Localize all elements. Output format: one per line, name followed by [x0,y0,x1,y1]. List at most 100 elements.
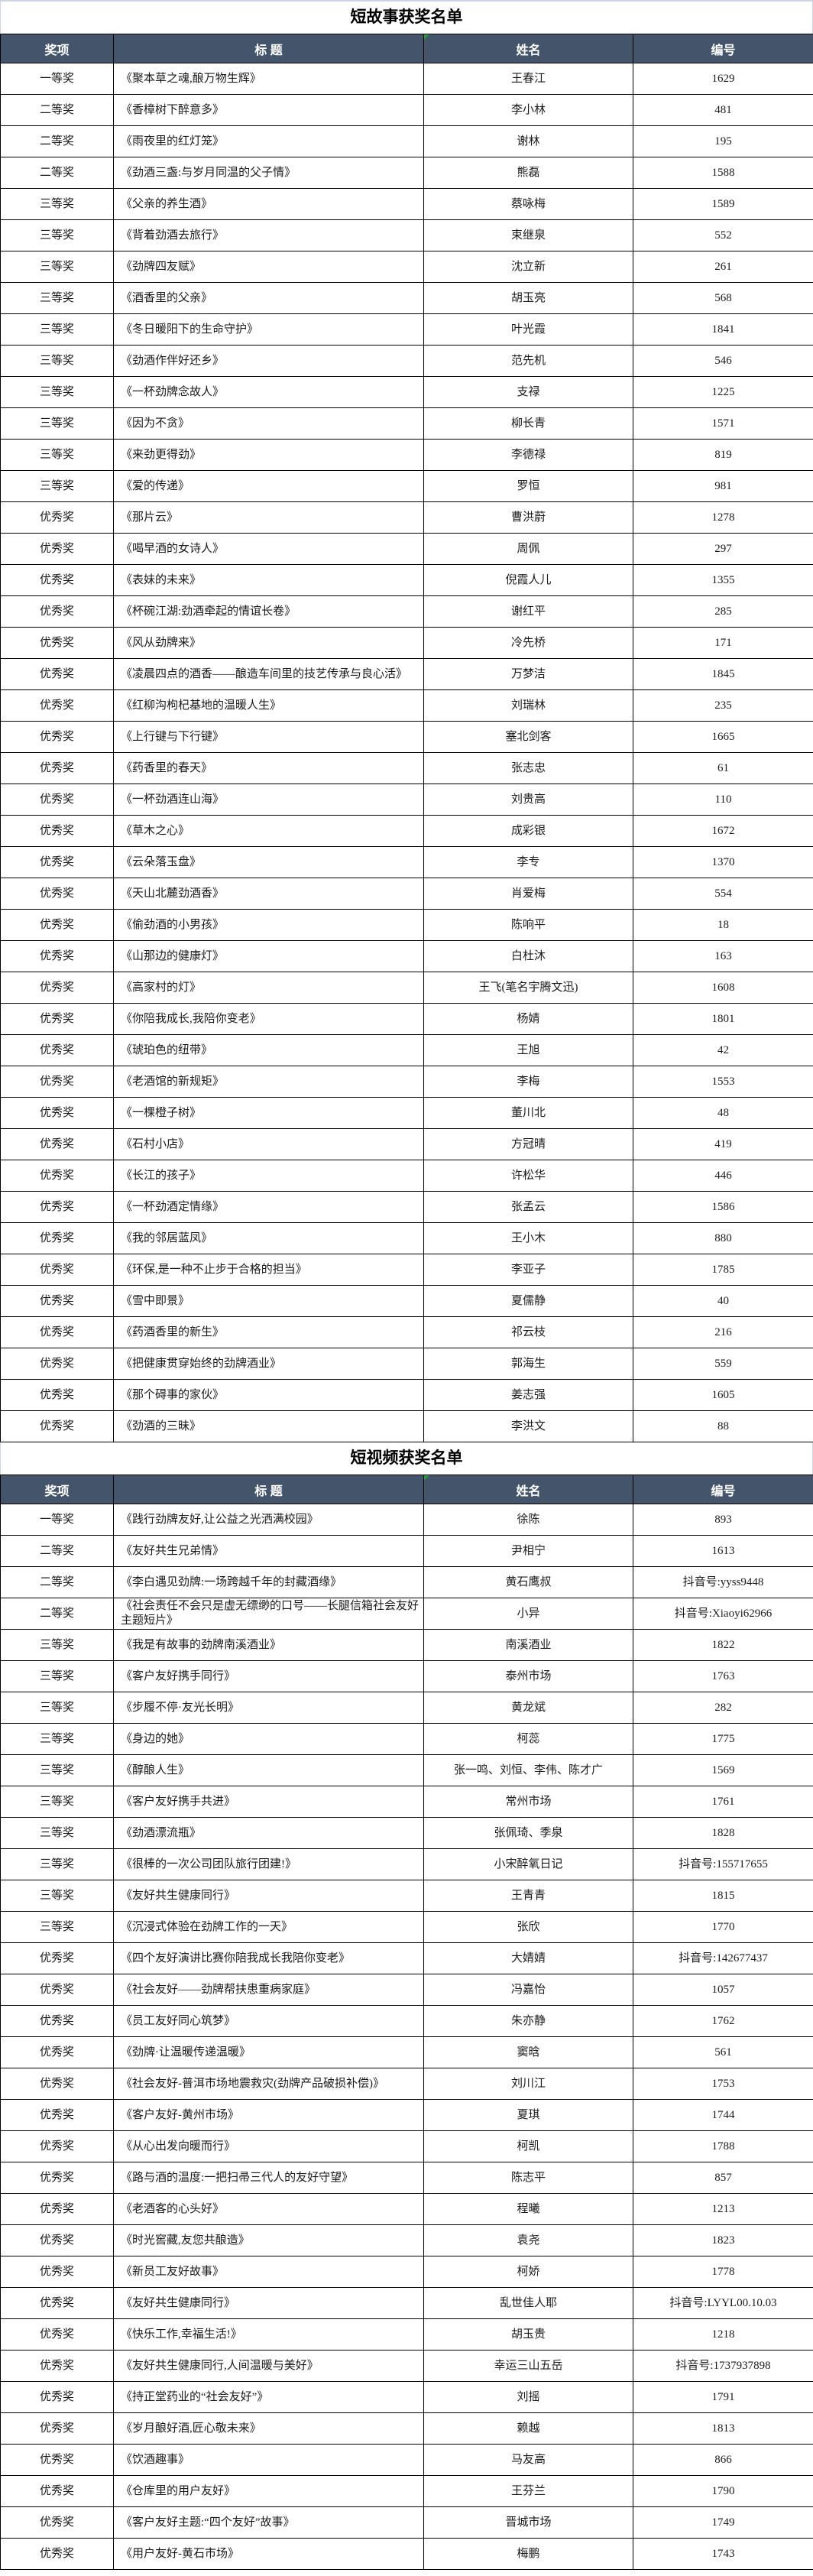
number-cell: 1749 [633,2506,813,2539]
table-row: 三等奖 《因为不贪》 柳长青 1571 [0,407,813,440]
title-column-header: 标 题 [113,1475,424,1504]
title-cell: 《父亲的养生酒》 [113,188,424,220]
award-cell: 一等奖 [0,1504,114,1536]
table-row: 优秀奖 《你陪我成长,我陪你变老》 杨婧 1801 [0,1003,813,1035]
number-cell: 1605 [633,1379,813,1411]
table-row: 优秀奖 《社会友好——劲牌帮扶患重病家庭》 冯嘉怡 1057 [0,1974,813,2006]
name-cell: 罗恒 [423,470,633,502]
title-cell: 《我的邻居蓝凤》 [113,1222,424,1254]
award-cell: 优秀奖 [0,2538,114,2570]
title-cell: 《上行键与下行键》 [113,721,424,753]
award-cell: 优秀奖 [0,2381,114,2413]
number-cell: 285 [633,595,813,628]
number-cell: 抖音号:yyss9448 [633,1566,813,1598]
name-cell: 谢红平 [423,595,633,628]
table-row: 三等奖 《沉浸式体验在劲牌工作的一天》 张欣 1770 [0,1911,813,1943]
table-row: 优秀奖 《新员工友好故事》 柯娇 1778 [0,2256,813,2288]
name-cell: 刘川江 [423,2068,633,2100]
table-row: 优秀奖 《劲酒的三昧》 李洪文 88 [0,1410,813,1442]
award-cell: 三等奖 [0,1629,114,1661]
number-cell: 481 [633,94,813,126]
number-cell: 446 [633,1160,813,1192]
table-row: 优秀奖 《天山北麓劲酒香》 肖爱梅 554 [0,878,813,910]
number-cell: 1586 [633,1191,813,1223]
title-cell: 《很棒的一次公司团队旅行团建!》 [113,1848,424,1880]
number-cell: 1278 [633,501,813,534]
table-row: 二等奖 《劲酒三盏:与岁月同温的父子情》 熊磊 1588 [0,157,813,189]
number-cell: 981 [633,470,813,502]
award-cell: 优秀奖 [0,2068,114,2100]
award-cell: 优秀奖 [0,1942,114,1974]
title-cell: 《劲酒三盏:与岁月同温的父子情》 [113,157,424,189]
award-cell: 优秀奖 [0,2412,114,2445]
award-cell: 优秀奖 [0,721,114,753]
award-cell: 优秀奖 [0,2162,114,2194]
title-cell: 《长江的孩子》 [113,1160,424,1192]
name-cell: 李梅 [423,1066,633,1098]
award-cell: 优秀奖 [0,1034,114,1066]
table-row: 优秀奖 《岁月酿好酒,匠心敬未来》 赖越 1813 [0,2412,813,2445]
table-row: 优秀奖 《员工友好同心筑梦》 朱亦静 1762 [0,2005,813,2037]
title-cell: 《酒香里的父亲》 [113,282,424,314]
award-cell: 三等奖 [0,313,114,346]
table-row: 优秀奖 《一杯劲酒定情缘》 张孟云 1586 [0,1191,813,1223]
award-cell: 优秀奖 [0,533,114,565]
table-row: 优秀奖 《从心出发向暖而行》 柯凯 1788 [0,2130,813,2162]
name-cell: 杨婧 [423,1003,633,1035]
title-cell: 《雨夜里的红灯笼》 [113,125,424,157]
award-cell: 二等奖 [0,1566,114,1598]
award-cell: 优秀奖 [0,2444,114,2476]
number-cell: 1763 [633,1660,813,1692]
table-row: 优秀奖 《风从劲牌来》 冷先桥 171 [0,627,813,659]
number-cell: 40 [633,1285,813,1317]
number-cell: 1588 [633,157,813,189]
title-cell: 《友好共生健康同行》 [113,1880,424,1912]
number-cell: 1778 [633,2256,813,2288]
name-cell: 范先机 [423,345,633,377]
number-cell: 554 [633,878,813,910]
name-cell: 张志忠 [423,752,633,784]
award-cell: 优秀奖 [0,1348,114,1380]
table-row: 优秀奖 《红柳沟枸杞基地的温暖人生》 刘瑞林 235 [0,689,813,722]
table-row: 优秀奖 《我的邻居蓝凤》 王小木 880 [0,1222,813,1254]
title-cell: 《把健康贯穿始终的劲牌酒业》 [113,1348,424,1380]
number-cell: 1753 [633,2068,813,2100]
title-cell: 《步履不停·友光长明》 [113,1692,424,1724]
award-cell: 三等奖 [0,282,114,314]
number-cell: 1815 [633,1880,813,1912]
table-row: 三等奖 《父亲的养生酒》 蔡咏梅 1589 [0,188,813,220]
title-cell: 《药香里的春天》 [113,752,424,784]
header-row: 奖项标 题姓名 编号 [0,1475,813,1504]
name-cell: 沈立新 [423,251,633,283]
title-cell: 《身边的她》 [113,1723,424,1755]
table-row: 优秀奖 《用户友好-黄石市场》 梅鹏 1743 [0,2538,813,2570]
table-row: 优秀奖 《把健康贯穿始终的劲牌酒业》 郭海生 559 [0,1348,813,1380]
number-cell: 1822 [633,1629,813,1661]
award-cell: 优秀奖 [0,1097,114,1129]
award-cell: 优秀奖 [0,815,114,847]
name-cell: 熊磊 [423,157,633,189]
title-cell: 《劲酒的三昧》 [113,1410,424,1442]
title-cell: 《爱的传递》 [113,470,424,502]
title-cell: 《四个友好演讲比赛你陪我成长我陪你变老》 [113,1942,424,1974]
award-cell: 优秀奖 [0,2005,114,2037]
title-cell: 《一杯劲酒连山海》 [113,784,424,816]
number-cell: 1813 [633,2412,813,2445]
title-cell: 《持正堂药业的“社会友好”》 [113,2381,424,2413]
number-cell: 18 [633,909,813,941]
award-cell: 优秀奖 [0,689,114,722]
number-cell: 857 [633,2162,813,2194]
table-row: 三等奖 《劲牌四友赋》 沈立新 261 [0,251,813,283]
table-row: 优秀奖 《喝早酒的女诗人》 周佩 297 [0,533,813,565]
table-row: 三等奖 《背着劲酒去旅行》 束继泉 552 [0,219,813,251]
name-cell: 南溪酒业 [423,1629,633,1661]
title-cell: 《表妹的未来》 [113,564,424,596]
name-cell: 胡玉亮 [423,282,633,314]
number-cell: 1743 [633,2538,813,2570]
award-cell: 优秀奖 [0,2287,114,2319]
name-cell: 刘瑞林 [423,689,633,722]
name-column-header: 姓名 [423,34,633,63]
title-cell: 《友好共生健康同行,人间温暖与美好》 [113,2350,424,2382]
award-cell: 优秀奖 [0,878,114,910]
number-column-header: 编号 [633,1475,813,1504]
